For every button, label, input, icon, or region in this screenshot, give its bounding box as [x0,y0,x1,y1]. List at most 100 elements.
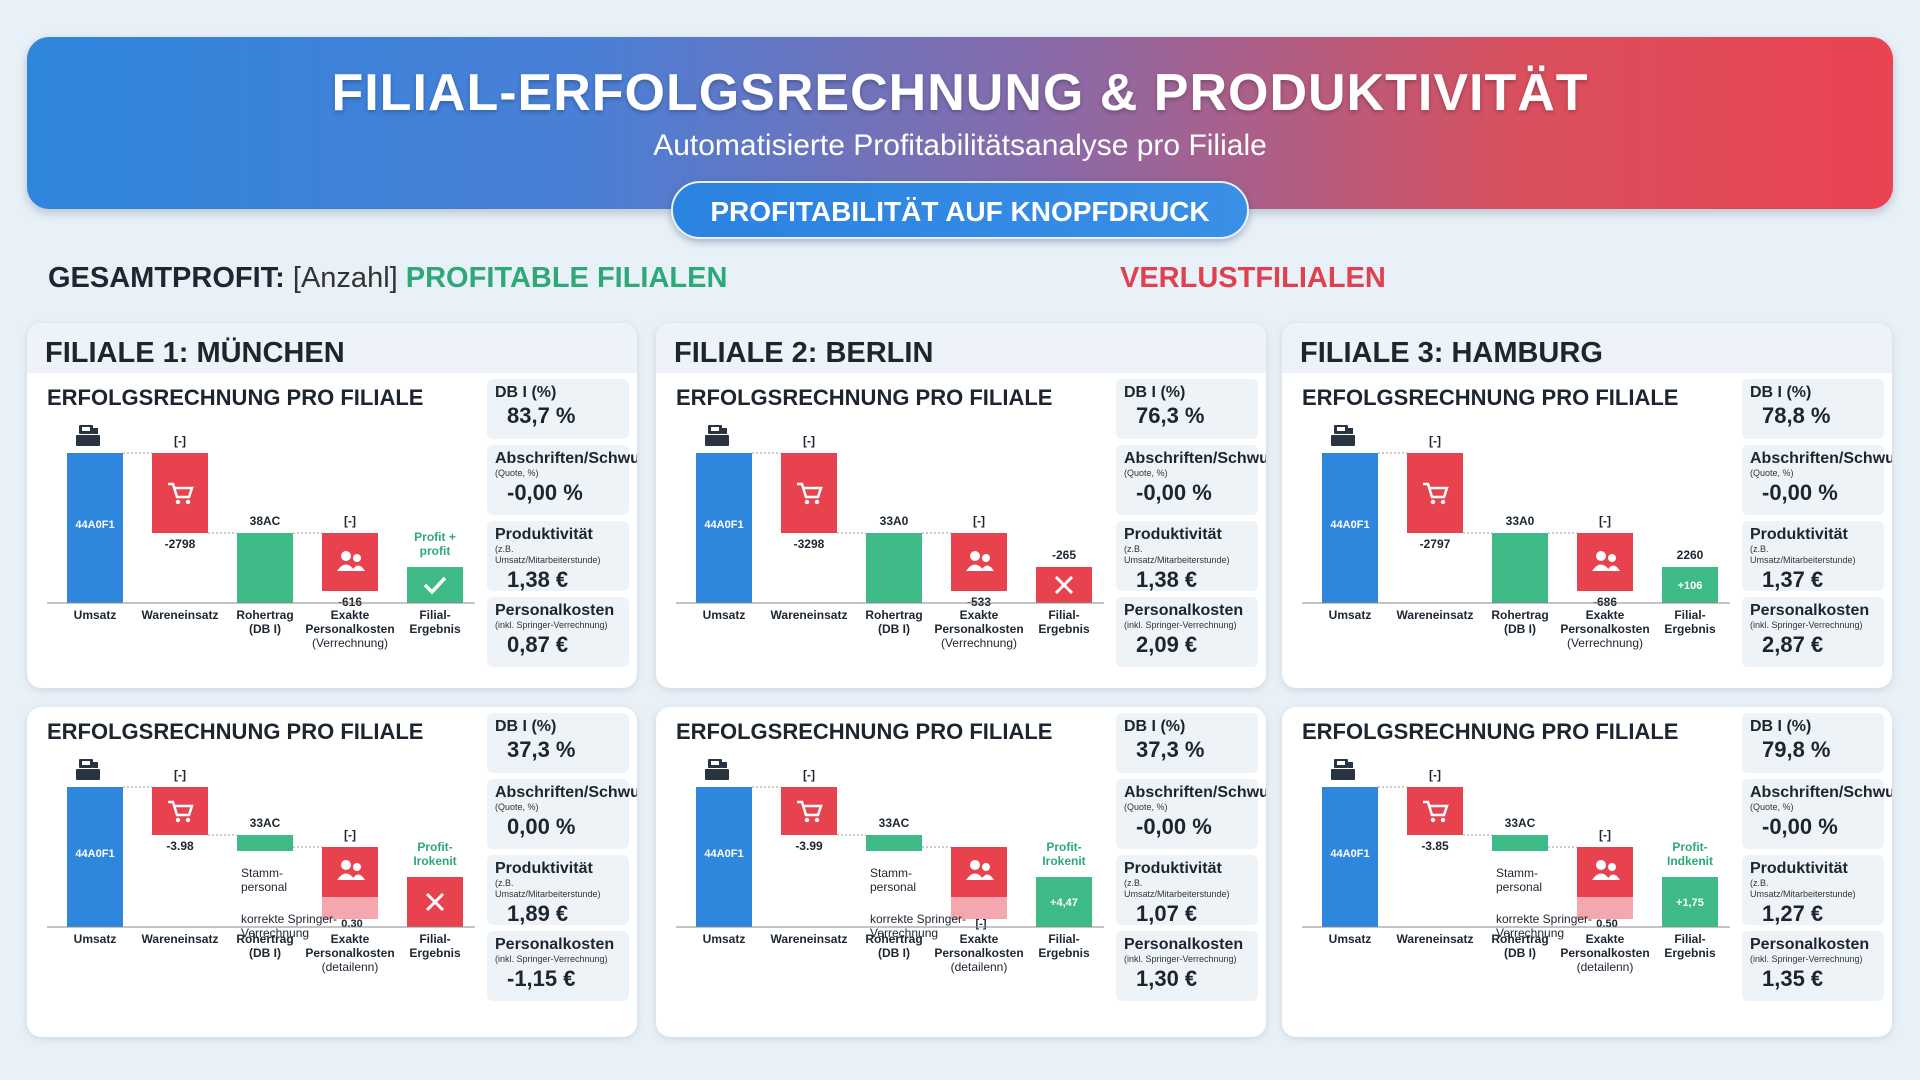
kpi-value: 0,87 € [507,632,569,657]
kpi-label: Abschriften/Schwund [1750,784,1892,801]
umsatz-value: 44A0F1 [75,519,114,531]
kpi-panel: DB I (%) 76,3 % Abschriften/Schwund(Quote,… [1116,379,1266,673]
people-icon [966,551,994,571]
close-icon [1054,575,1074,595]
kpi-sublabel: (z.B. Umsatz/Mitarbeiterstunde) [1750,544,1856,565]
waterfall-chart: 44A0F1 [-] -3.98 33AC [-] Stamm-personal korre… [27,747,477,1017]
rohertrag-value: 33A0 [880,514,909,528]
kpi-panel: DB I (%) 79,8 % Abschriften/Schwund(Quote,… [1742,713,1892,1007]
summary-loss: VERLUSTFILIALEN [1120,262,1386,294]
x-axis-label: Personalkosten [934,622,1023,636]
kpi-label: Abschriften/Schwund [1124,784,1266,801]
kpi-label: Personalkosten [495,602,615,619]
kpi-produktivitaet: Produktivität (z.B. Umsatz/Mitarbeiterstu… [487,855,629,926]
wareneinsatz-value: -2797 [1420,537,1451,551]
x-axis-label: Filial- [419,608,450,622]
personal-value: -533 [967,595,991,609]
ergebnis-bar-value: +1,75 [1676,897,1704,909]
kpi-value: 1,27 € [1762,901,1824,926]
kpi-db: DB I (%) 83,7 % [487,379,629,439]
kpi-label: Produktivität [1124,860,1222,877]
kpi-value: 0,00 % [507,814,576,839]
branch-title: FILIALE 2: BERLIN [656,323,1266,373]
kpi-produktivitaet: Produktivität (z.B. Umsatz/Mitarbeiterstu… [487,521,629,592]
kpi-db: DB I (%) 37,3 % [487,713,629,773]
x-axis-label: Ergebnis [409,946,461,960]
x-axis-label: Rohertrag [1491,932,1548,946]
page-subtitle: Automatisierte Profitabilitätsanalyse pr… [653,129,1267,162]
springer-label-2: Verrechnung [870,926,938,940]
waterfall-chart: 44A0F1 [-] -3.99 33AC Stamm-personal korrekte… [656,747,1106,1017]
kpi-abschriften: Abschriften/Schwund(Quote, %) 0,00 % [487,779,637,849]
bar-ergebnis [1662,877,1718,927]
ergebnis-bar-value: +4,47 [1050,897,1078,909]
kpi-label: Personalkosten [1124,602,1244,619]
wareneinsatz-top: [-] [803,768,815,782]
rohertrag-value: 33AC [1505,816,1536,830]
kpi-label: DB I (%) [1124,384,1186,401]
kpi-abschriften: Abschriften/Schwund(Quote, %) -0,00 % [487,445,637,515]
kpi-produktivitaet: Produktivität (z.B. Umsatz/Mitarbeiterstu… [1116,521,1258,592]
bar-umsatz [696,787,752,927]
section-title: ERFOLGSRECHNUNG PRO FILIALE [1302,385,1679,410]
kpi-value: 1,37 € [1762,567,1824,592]
rohertrag-value: 33AC [879,816,910,830]
ergebnis-label-2: profit [420,544,451,558]
wareneinsatz-top: [-] [1429,434,1441,448]
wareneinsatz-value: -3.85 [1421,839,1449,853]
branch-card: FILIALE 1: MÜNCHEN ERFOLGSRECHNUNG PRO FI… [27,323,637,688]
bar-personalkosten [951,533,1007,591]
branch-card: ERFOLGSRECHNUNG PRO FILIALE 44A0F1 [-] -3.9… [27,707,637,1037]
bar-rohertrag [237,533,293,603]
cash-register-icon [1331,759,1355,780]
profitability-button[interactable]: PROFITABILITÄT AUF KNOPFDRUCK [671,181,1249,239]
umsatz-value: 44A0F1 [704,519,743,531]
bar-umsatz [1322,453,1378,603]
bar-ergebnis [1036,877,1092,927]
kpi-sublabel: (Quote, %) [495,468,539,478]
bar-wareneinsatz [152,787,208,835]
waterfall-chart: 44A0F1 [-] -3298 33A0 [-] -533 -265 Umsatz Waren… [656,413,1106,683]
personal-top: [-] [1599,514,1611,528]
ergebnis-label-2: Irokenit [1042,854,1085,868]
stamm-label: personal [870,880,916,894]
kpi-panel: DB I (%) 83,7 % Abschriften/Schwund(Quote,… [487,379,637,673]
wareneinsatz-value: -3.98 [166,839,194,853]
x-axis-label: Exakte [960,608,999,622]
bar-umsatz [1322,787,1378,927]
x-axis-label: (DB I) [1504,946,1536,960]
people-icon [1592,860,1620,880]
x-axis-label: Exakte [331,608,370,622]
springer-label: korrekte Springer- [241,912,337,926]
branch-title: FILIALE 1: MÜNCHEN [27,323,637,373]
stamm-label: personal [1496,880,1542,894]
shopping-cart-icon [797,482,823,505]
people-icon [337,551,365,571]
x-axis-label: Umsatz [74,608,117,622]
kpi-value: -0,00 % [1762,814,1838,839]
kpi-sublabel: (inkl. Springer-Verrechnung) [495,954,608,964]
wareneinsatz-top: [-] [803,434,815,448]
springer-label-2: Verrechnung [1496,926,1564,940]
kpi-value: 1,35 € [1762,966,1824,991]
kpi-sublabel: (Quote, %) [1750,802,1794,812]
personal-value: -686 [1593,595,1617,609]
x-axis-label: Exakte [1586,608,1625,622]
kpi-label: Personalkosten [495,936,615,953]
stamm-label: Stamm- [870,866,912,880]
kpi-panel: DB I (%) 78,8 % Abschriften/Schwund(Quote,… [1742,379,1892,673]
x-axis-label: (detailenn) [1577,960,1634,974]
x-axis-label: Umsatz [703,608,746,622]
branch-card: ERFOLGSRECHNUNG PRO FILIALE 44A0F1 [-] -3.9… [656,707,1266,1037]
kpi-abschriften: Abschriften/Schwund(Quote, %) -0,00 % [1742,445,1892,515]
bar-ergebnis [407,567,463,603]
ergebnis-value: 2260 [1677,548,1704,562]
kpi-sublabel: (z.B. Umsatz/Mitarbeiterstunde) [1750,878,1856,899]
kpi-abschriften: Abschriften/Schwund(Quote, %) -0,00 % [1116,445,1266,515]
springer-value: [-] [976,918,987,930]
x-axis-label: Ergebnis [1038,622,1090,636]
kpi-value: 2,09 € [1136,632,1198,657]
section-title: ERFOLGSRECHNUNG PRO FILIALE [47,719,424,744]
x-axis-label: Ergebnis [1664,946,1716,960]
cash-register-icon [76,425,100,446]
